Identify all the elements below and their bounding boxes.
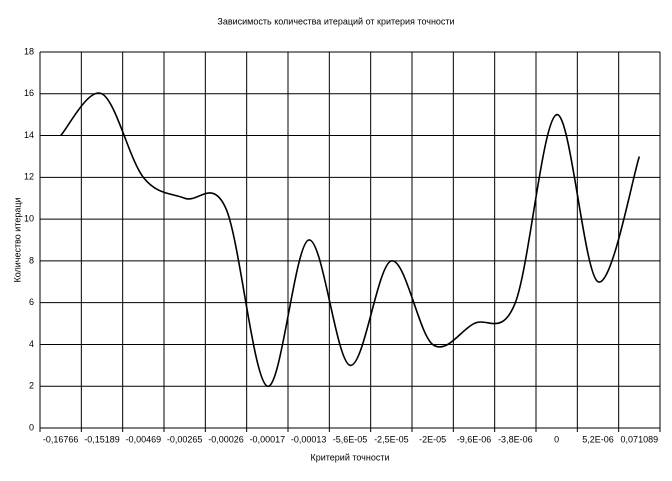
chart-title: Зависимость количества итераций от крите… <box>217 16 454 26</box>
y-tick-label: 6 <box>29 297 34 307</box>
y-axis-label: Количество итераци <box>12 197 22 282</box>
x-tick-label: 0 <box>554 434 559 444</box>
series-line <box>60 92 641 388</box>
x-tick-label: -0,15189 <box>84 434 120 444</box>
x-tick-label: -2,5E-05 <box>374 434 409 444</box>
x-tick-label: -3,8E-06 <box>498 434 533 444</box>
y-tick-label: 18 <box>24 46 34 56</box>
x-axis-label: Критерий точности <box>310 452 389 462</box>
y-tick-label: 8 <box>29 255 34 265</box>
y-tick-label: 4 <box>29 339 34 349</box>
x-tick-label: -9,6E-06 <box>457 434 492 444</box>
x-tick-label: -5,6E-05 <box>333 434 368 444</box>
x-tick-label: -0,00013 <box>291 434 327 444</box>
x-tick-label: 5,2E-06 <box>582 434 614 444</box>
x-tick-label: 0,071089 <box>621 434 659 444</box>
y-tick-label: 16 <box>24 88 34 98</box>
x-tick-label: -0,00026 <box>208 434 244 444</box>
x-tick-label: -2E-05 <box>419 434 446 444</box>
x-tick-label: -0,16766 <box>43 434 79 444</box>
y-tick-label: 14 <box>24 130 34 140</box>
x-tick-label: -0,00017 <box>250 434 286 444</box>
y-tick-label: 2 <box>29 381 34 391</box>
x-tick-label: -0,00469 <box>126 434 162 444</box>
y-tick-label: 0 <box>29 422 34 432</box>
x-tick-label: -0,00265 <box>167 434 203 444</box>
y-tick-label: 12 <box>24 172 34 182</box>
y-tick-label: 10 <box>24 213 34 223</box>
